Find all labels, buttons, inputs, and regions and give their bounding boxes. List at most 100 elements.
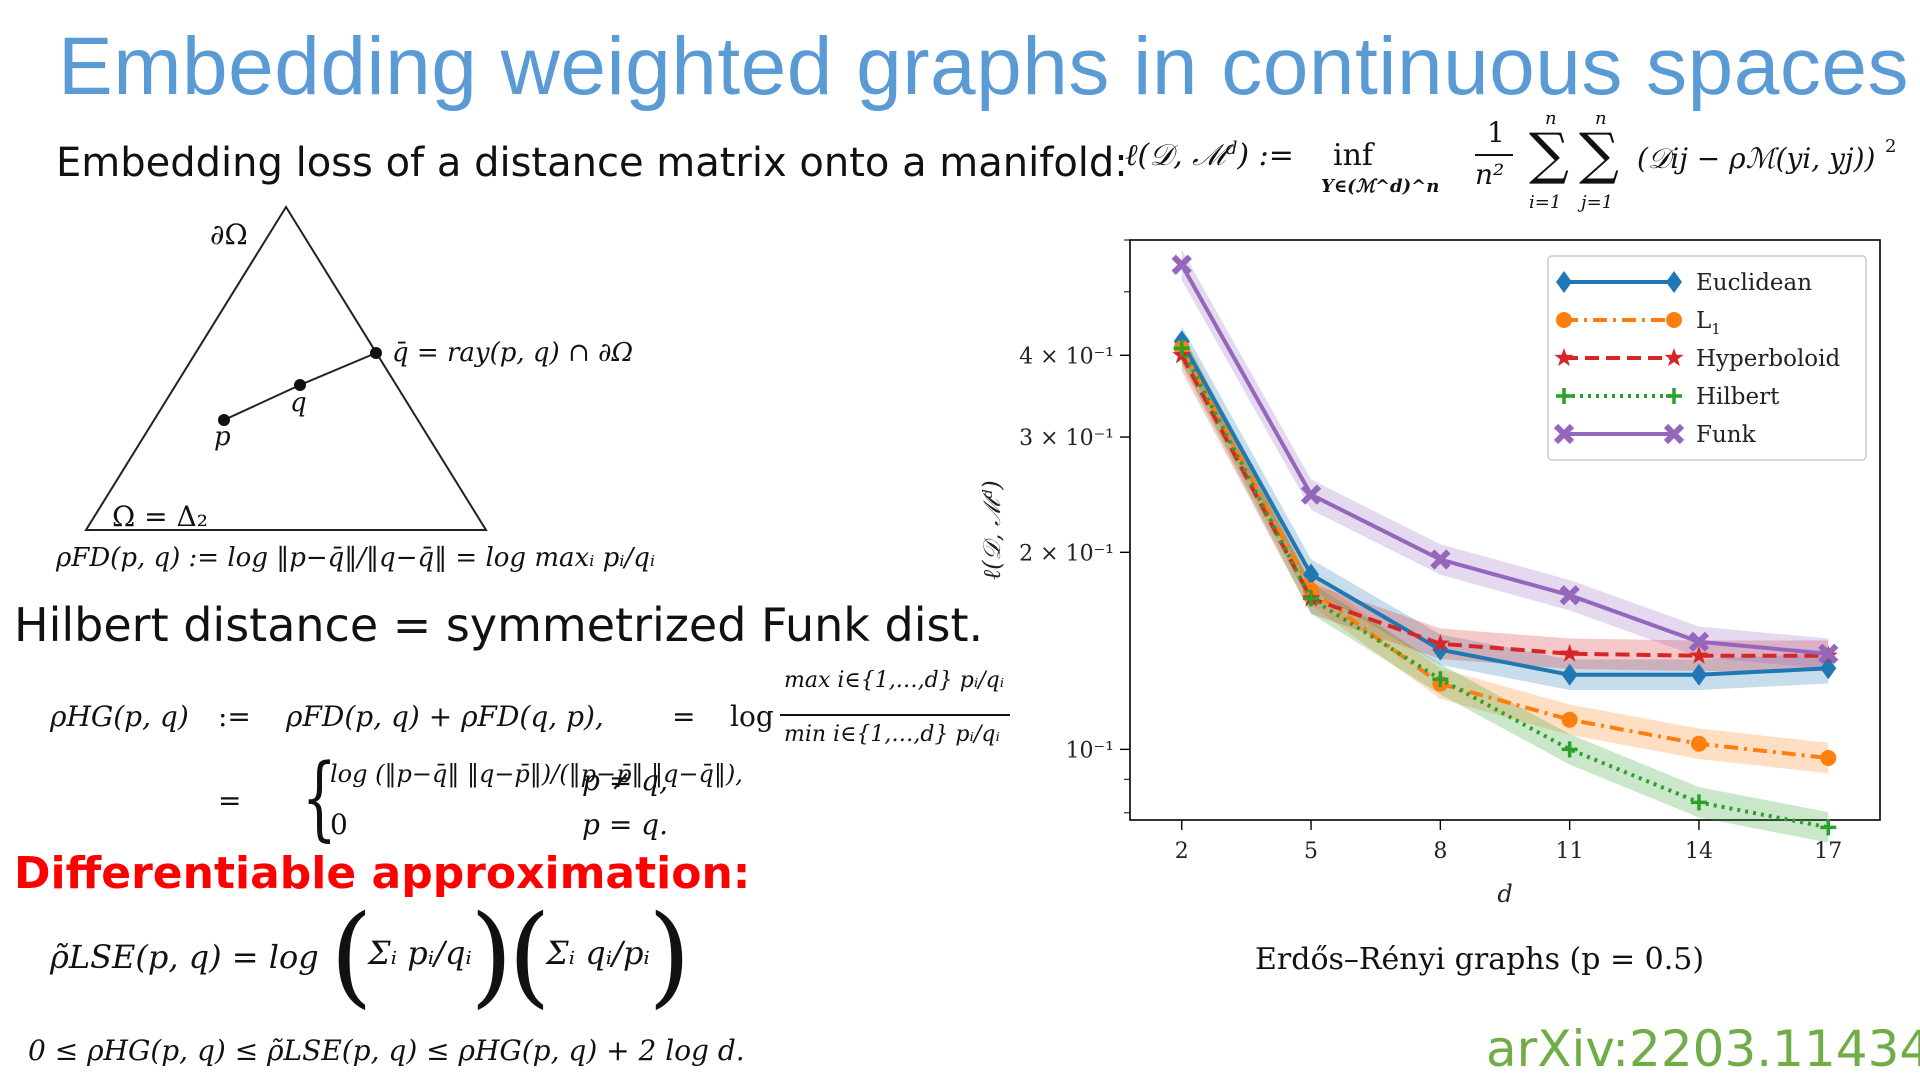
loss-chart: 10⁻¹ 2 × 10⁻¹ 3 × 10⁻¹ 4 × 10⁻¹ 2 5 8 11 14 17 d ℓ(… — [978, 239, 1881, 908]
legend-marker-hilbert — [1666, 388, 1682, 404]
lse-lhs: ρ̃LSE(p, q) = log — [50, 938, 319, 976]
legend-marker-hyperboloid — [1664, 348, 1684, 367]
point-hilbert — [1820, 819, 1837, 836]
point-euclidean — [1561, 663, 1578, 686]
hilbert-log: log — [730, 700, 774, 733]
loss-label: Embedding loss of a distance matrix onto… — [56, 140, 1128, 186]
case2-cond: p = q. — [582, 808, 669, 841]
point-hilbert — [1690, 794, 1707, 811]
legend-label-l: L1 — [1696, 308, 1721, 338]
segment-q-qbar — [299, 352, 377, 386]
x-tick-label: 17 — [1814, 839, 1842, 864]
lse-sum-1: Σᵢ pᵢ/qᵢ — [368, 934, 472, 972]
x-axis-label: d — [1497, 880, 1512, 908]
hilbert-lhs: ρHG(p, q) — [50, 700, 189, 733]
x-tick-label: 11 — [1556, 839, 1584, 864]
point-q — [294, 379, 306, 391]
x-tick-label: 14 — [1685, 839, 1713, 864]
plot-frame — [1129, 239, 1881, 821]
lse-sum-2: Σᵢ qᵢ/pᵢ — [546, 934, 650, 972]
band-funk — [1181, 249, 1829, 669]
diff-heading: Differentiable approximation: — [14, 848, 751, 899]
lse-paren-close-1: ) — [470, 891, 513, 1019]
point-hilbert — [1561, 741, 1578, 758]
point-l — [1690, 735, 1707, 752]
legend-marker-funk — [1663, 423, 1685, 445]
legend-label-euclidean: Euclidean — [1696, 270, 1812, 296]
slide-title: Embedding weighted graphs in continuous … — [58, 21, 1909, 112]
point-euclidean — [1820, 657, 1837, 680]
loss-lhs: ℓ(𝒟, ℳ — [1125, 138, 1226, 173]
case1-cond: p ≠ q, — [582, 764, 669, 797]
point-funk — [1430, 549, 1451, 570]
point-funk — [1818, 643, 1839, 664]
loss-n2: n² — [1475, 158, 1505, 191]
q-label: q — [290, 388, 307, 418]
loss-summand: (𝒟ij − ρℳ(yi, yj)) — [1637, 142, 1876, 175]
y-tick-label: 3 × 10⁻¹ — [1019, 426, 1114, 451]
loss-frac-line — [1475, 154, 1513, 156]
line-euclidean — [1179, 340, 1829, 677]
segment-p-q — [223, 384, 301, 421]
simplex-diagram — [84, 205, 488, 531]
y-axis-label: ℓ(𝒟, ℳᵈ) — [978, 480, 1006, 580]
p-label: p — [214, 422, 231, 452]
point-hyperboloid — [1689, 645, 1709, 664]
line-hilbert — [1179, 347, 1829, 830]
legend-marker-l — [1556, 312, 1572, 328]
legend-marker-hyperboloid — [1554, 348, 1574, 367]
legend-box — [1547, 255, 1867, 461]
hilbert-heading: Hilbert distance = symmetrized Funk dist… — [14, 598, 984, 652]
point-l — [1561, 711, 1578, 728]
line-funk — [1179, 263, 1829, 656]
legend-marker-funk — [1553, 423, 1575, 445]
x-tick-label: 5 — [1304, 839, 1318, 864]
hilbert-max-num: max i∈{1,…,d} pᵢ/qᵢ — [784, 668, 1005, 693]
line-l — [1179, 347, 1829, 761]
lse-paren-close-2: ) — [648, 891, 691, 1019]
point-hyperboloid — [1430, 633, 1450, 652]
point-hilbert — [1303, 590, 1320, 607]
loss-sum-bot-2: j=1 — [1581, 192, 1614, 213]
loss-sum-2: ∑ — [1579, 122, 1619, 187]
boundary-label: ∂Ω — [210, 218, 248, 251]
loss-square: 2 — [1885, 136, 1897, 157]
hilbert-def: := — [218, 700, 251, 733]
arxiv-id: arXiv:2203.11434 — [1486, 1020, 1920, 1078]
case1-expr: log (‖p−q̄‖ ‖q−p̄‖)/(‖p−p̄‖ ‖q−q̄‖), — [330, 760, 743, 788]
case2-expr: 0 — [330, 808, 348, 841]
legend-label-hilbert: Hilbert — [1696, 384, 1780, 410]
hilbert-frac-line — [780, 714, 1010, 716]
lse-paren-open-1: ( — [330, 891, 373, 1019]
point-funk — [1688, 631, 1710, 652]
loss-sum-top-1: n — [1545, 108, 1557, 129]
point-l — [1820, 750, 1837, 767]
band-euclidean — [1181, 326, 1829, 691]
loss-formula: ℓ(𝒟, ℳd) := inf Y∈(ℳ^d)^n 1 n² n ∑ i=1 n… — [1125, 108, 1905, 218]
loss-lhs-sup: d — [1225, 138, 1238, 159]
loss-lhs-end: ) := — [1237, 138, 1294, 173]
point-funk — [1559, 585, 1580, 606]
point-hilbert — [1432, 671, 1449, 688]
legend-marker-euclidean — [1556, 271, 1572, 293]
loss-one: 1 — [1487, 116, 1505, 149]
hilbert-rhs: ρFD(p, q) + ρFD(q, p), — [286, 700, 604, 733]
point-qbar — [370, 347, 382, 359]
cases-brace: { — [301, 744, 337, 851]
y-tick-label: 2 × 10⁻¹ — [1019, 541, 1114, 566]
loss-sum-1: ∑ — [1529, 122, 1569, 187]
x-tick-label: 2 — [1175, 839, 1189, 864]
simplex-triangle — [84, 205, 488, 531]
loss-inf: inf — [1333, 138, 1374, 173]
hilbert-eq-2: = — [218, 784, 242, 817]
funk-definition: ρFD(p, q) := log ‖p−q̄‖/‖q−q̄‖ = log max… — [56, 543, 656, 573]
point-funk — [1171, 254, 1192, 275]
point-hilbert — [1173, 340, 1190, 357]
legend-marker-euclidean — [1666, 271, 1682, 293]
line-hyperboloid — [1179, 354, 1829, 658]
lse-paren-open-2: ( — [508, 891, 551, 1019]
point-funk — [1300, 484, 1322, 505]
bound-inequality: 0 ≤ ρHG(p, q) ≤ ρ̃LSE(p, q) ≤ ρHG(p, q) … — [28, 1034, 745, 1067]
loss-inf-sub: Y∈(ℳ^d)^n — [1321, 176, 1440, 197]
loss-sum-bot-1: i=1 — [1529, 192, 1562, 213]
